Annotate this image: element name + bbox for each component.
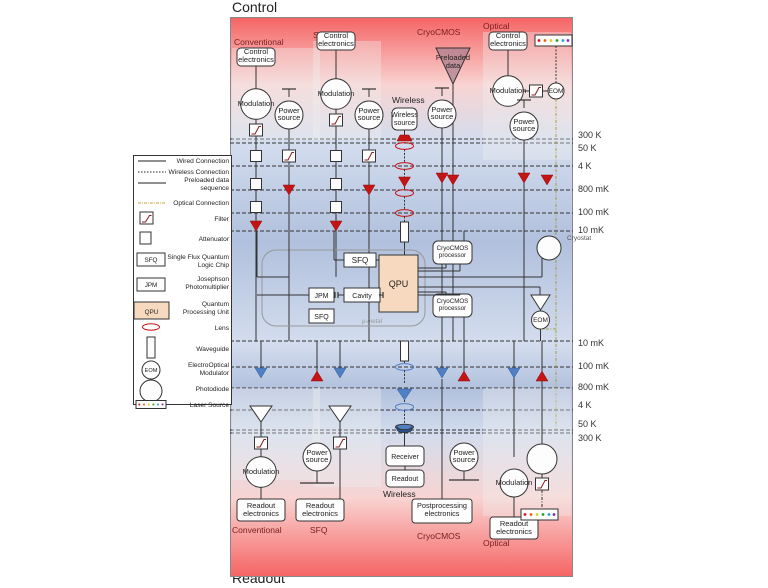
svg-text:Modulation: Modulation <box>496 478 533 487</box>
svg-text:source: source <box>431 112 454 121</box>
svg-text:processor: processor <box>439 305 466 312</box>
svg-text:SFQ: SFQ <box>145 257 158 264</box>
svg-text:CryoCMOS: CryoCMOS <box>437 298 469 305</box>
svg-text:JPM: JPM <box>315 293 329 300</box>
svg-text:source: source <box>453 455 476 464</box>
svg-text:4 K: 4 K <box>578 400 592 410</box>
svg-text:Conventional: Conventional <box>234 37 284 47</box>
svg-text:10 mK: 10 mK <box>578 225 604 235</box>
svg-text:SFQ: SFQ <box>352 256 368 265</box>
svg-text:electronics: electronics <box>302 509 338 518</box>
svg-text:sequence: sequence <box>200 185 229 192</box>
svg-text:300 K: 300 K <box>578 433 602 443</box>
svg-text:μ-metal: μ-metal <box>361 319 383 325</box>
svg-text:electronics: electronics <box>243 509 279 518</box>
svg-text:Preloaded data: Preloaded data <box>184 177 229 184</box>
svg-text:4 K: 4 K <box>578 161 592 171</box>
svg-text:QPU: QPU <box>389 279 409 289</box>
svg-text:Filter: Filter <box>214 216 229 223</box>
svg-text:Photodiode: Photodiode <box>196 386 230 393</box>
svg-text:EOM: EOM <box>533 317 548 324</box>
svg-text:Waveguide: Waveguide <box>196 346 229 353</box>
svg-text:Wireless: Wireless <box>383 489 416 499</box>
svg-text:electronics: electronics <box>318 39 354 48</box>
svg-text:EOM: EOM <box>145 368 158 374</box>
svg-text:Cavity: Cavity <box>352 293 372 300</box>
svg-text:300 K: 300 K <box>578 130 602 140</box>
svg-text:JPM: JPM <box>145 282 158 289</box>
svg-text:source: source <box>513 124 536 133</box>
svg-text:100 mK: 100 mK <box>578 207 609 217</box>
svg-text:Optical: Optical <box>483 21 510 31</box>
svg-text:SFQ: SFQ <box>310 525 328 535</box>
svg-text:CryoCMOS: CryoCMOS <box>437 245 469 252</box>
svg-text:electronics: electronics <box>496 527 532 536</box>
svg-text:source: source <box>278 113 301 122</box>
svg-text:Single Flux Quantum: Single Flux Quantum <box>167 254 229 261</box>
svg-text:Photomultiplier: Photomultiplier <box>185 284 229 291</box>
svg-text:100 mK: 100 mK <box>578 361 609 371</box>
svg-text:Josephson: Josephson <box>197 276 229 283</box>
svg-text:800 mK: 800 mK <box>578 184 609 194</box>
svg-text:Quantum: Quantum <box>202 301 230 308</box>
svg-text:Conventional: Conventional <box>232 525 282 535</box>
svg-text:source: source <box>358 113 381 122</box>
svg-text:Laser Source: Laser Source <box>190 402 230 409</box>
svg-text:Modulation: Modulation <box>243 467 280 476</box>
svg-text:QPU: QPU <box>145 309 159 316</box>
svg-text:Control: Control <box>232 0 277 15</box>
svg-text:electronics: electronics <box>425 509 460 518</box>
svg-text:ElectroOptical: ElectroOptical <box>188 362 230 369</box>
svg-text:Modulation: Modulation <box>490 86 527 95</box>
svg-text:Wireless: Wireless <box>392 95 425 105</box>
svg-text:Logic Chip: Logic Chip <box>198 262 229 269</box>
svg-text:Wireless: Wireless <box>391 112 418 119</box>
svg-text:electronics: electronics <box>238 55 274 64</box>
svg-text:source: source <box>306 455 329 464</box>
svg-text:Wireless Connection: Wireless Connection <box>169 169 230 176</box>
svg-text:EOM: EOM <box>549 88 564 95</box>
svg-text:Modulation: Modulation <box>318 89 355 98</box>
svg-text:Lens: Lens <box>215 325 230 332</box>
svg-text:Wired Connection: Wired Connection <box>177 158 230 165</box>
svg-text:Optical Connection: Optical Connection <box>173 200 229 207</box>
svg-text:Attenuator: Attenuator <box>199 236 230 243</box>
svg-text:CryoCMOS: CryoCMOS <box>417 531 461 541</box>
svg-text:source: source <box>394 120 415 127</box>
svg-text:Modulator: Modulator <box>200 370 230 377</box>
svg-text:50 K: 50 K <box>578 419 597 429</box>
svg-text:Modulation: Modulation <box>238 99 275 108</box>
svg-text:Receiver: Receiver <box>391 454 419 461</box>
svg-text:Cryostat: Cryostat <box>567 235 591 242</box>
svg-text:CryoCMOS: CryoCMOS <box>417 27 461 37</box>
svg-text:Readout: Readout <box>392 476 419 483</box>
svg-text:800 mK: 800 mK <box>578 382 609 392</box>
svg-text:processor: processor <box>439 252 466 259</box>
svg-text:50 K: 50 K <box>578 143 597 153</box>
svg-text:electronics: electronics <box>490 39 526 48</box>
svg-text:10 mK: 10 mK <box>578 338 604 348</box>
svg-text:data: data <box>446 61 461 70</box>
svg-text:Processing Unit: Processing Unit <box>183 309 229 316</box>
svg-text:SFQ: SFQ <box>314 314 329 321</box>
